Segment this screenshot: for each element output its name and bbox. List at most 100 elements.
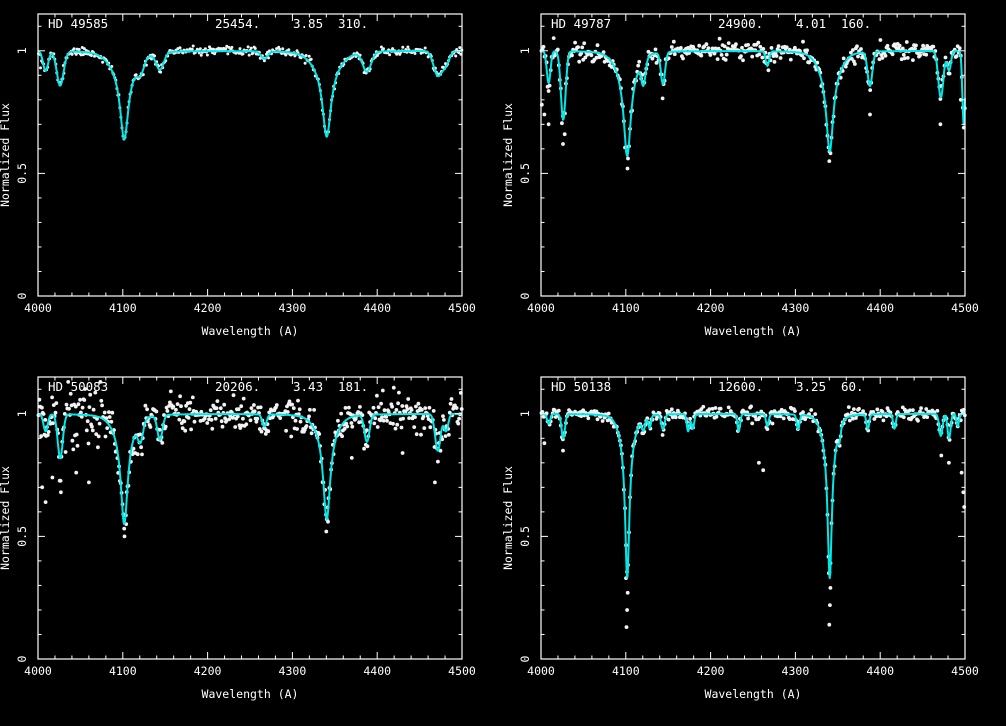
model-fit-line [540, 412, 966, 580]
y-tick-label: 0 [15, 292, 29, 299]
outlier-dot [947, 460, 951, 465]
outlier-dot [939, 453, 944, 458]
x-tick-label: 4500 [448, 301, 476, 315]
panel-cell-3: 4000 4100 4200 4300 4400 4500 0 0.5 1 Wavelength … [0, 363, 503, 726]
outlier-dot [59, 490, 63, 495]
x-tick-label: 4500 [951, 301, 979, 315]
y-axis-label: Normalized Flux [0, 466, 12, 570]
outlier-dot [542, 441, 547, 446]
model-fit-line [37, 412, 463, 525]
outlier-dot [961, 490, 966, 495]
vsini-value: 181. [338, 379, 368, 394]
y-tick-label: 0 [15, 655, 29, 662]
x-tick-label: 4300 [279, 301, 307, 315]
axis-ticks [540, 14, 966, 297]
x-tick-label: 4000 [527, 664, 555, 678]
outlier-dot [122, 534, 127, 539]
x-tick-label: 4000 [527, 301, 555, 315]
y-tick-label: 1 [15, 410, 29, 417]
model-fit-line [37, 49, 463, 140]
observed-dots [37, 44, 464, 141]
outlier-dot [43, 500, 48, 504]
y-tick-label: 1 [518, 47, 532, 54]
y-axis-label: Normalized Flux [503, 466, 515, 570]
outlier-dot [561, 448, 565, 453]
spectrum-panel-hd49585: 4000 4100 4200 4300 4400 4500 0 0.5 1 Wavelength … [0, 13, 476, 338]
outlier-dot [433, 480, 437, 485]
logg-value: 3.43 [293, 379, 323, 394]
axis-ticks [37, 377, 463, 660]
outlier-dot [326, 519, 330, 524]
outlier-dot [400, 451, 405, 455]
x-tick-label: 4200 [194, 664, 222, 678]
outlier-dot [561, 142, 565, 146]
outlier-dot [324, 529, 329, 534]
observed-dots [539, 404, 967, 629]
x-tick-label: 4400 [363, 301, 391, 315]
x-tick-label: 4500 [448, 664, 476, 678]
x-axis-label: Wavelength (A) [705, 324, 802, 338]
plot-frame [540, 13, 966, 297]
y-axis-label: Normalized Flux [503, 103, 515, 207]
y-tick-label: 0.5 [518, 163, 532, 184]
outlier-dot [39, 66, 42, 70]
y-tick-label: 0 [518, 655, 532, 662]
y-tick-label: 1 [518, 410, 532, 417]
plot-frame [37, 13, 463, 297]
x-tick-label: 4100 [612, 664, 640, 678]
y-tick-label: 0.5 [15, 163, 29, 184]
y-axis-label: Normalized Flux [0, 103, 12, 207]
outlier-dot [625, 608, 629, 612]
vsini-value: 160. [841, 16, 871, 31]
logg-value: 3.25 [796, 379, 826, 394]
outlier-dot [757, 460, 761, 465]
axis-ticks [540, 377, 966, 660]
x-tick-label: 4200 [194, 301, 222, 315]
x-tick-label: 4200 [697, 301, 725, 315]
outlier-dot [562, 132, 567, 137]
x-tick-label: 4200 [697, 664, 725, 678]
x-tick-label: 4000 [24, 301, 52, 315]
outlier-dot [827, 159, 832, 164]
teff-value: 12600. [718, 379, 763, 394]
outlier-dot [542, 112, 547, 117]
y-tick-label: 0.5 [15, 526, 29, 547]
panel-title: HD 50138 [551, 379, 611, 394]
spectrum-panel-hd49787: 4000 4100 4200 4300 4400 4500 0 0.5 1 Wavelength … [503, 13, 979, 338]
outlier-dot [624, 625, 629, 629]
plot-frame [37, 376, 463, 660]
vsini-value: 60. [841, 379, 864, 394]
outlier-dot [74, 470, 79, 475]
outlier-dot [827, 622, 832, 627]
spectrum-panel-hd50138: 4000 4100 4200 4300 4400 4500 0 0.5 1 Wavelength … [503, 376, 979, 701]
outlier-dot [349, 456, 354, 460]
panel-cell-2: 4000 4100 4200 4300 4400 4500 0 0.5 1 Wavelength … [503, 0, 1006, 363]
y-tick-label: 1 [15, 47, 29, 54]
x-tick-label: 4100 [109, 301, 137, 315]
outlier-dot [828, 586, 833, 590]
teff-value: 20206. [215, 379, 260, 394]
model-fit-line [540, 49, 966, 158]
logg-value: 4.01 [796, 16, 826, 31]
x-tick-label: 4000 [24, 664, 52, 678]
x-tick-label: 4100 [109, 664, 137, 678]
outlier-dot [828, 603, 832, 607]
axis-ticks [37, 14, 463, 297]
x-tick-label: 4500 [951, 664, 979, 678]
outlier-dot [625, 590, 630, 595]
panel-cell-1: 4000 4100 4200 4300 4400 4500 0 0.5 1 Wavelength … [0, 0, 503, 363]
teff-value: 25454. [215, 16, 260, 31]
x-tick-label: 4100 [612, 301, 640, 315]
x-tick-label: 4300 [782, 301, 810, 315]
outlier-dot [546, 122, 551, 127]
y-tick-label: 0 [518, 292, 532, 299]
outlier-dot [938, 122, 943, 127]
vsini-value: 310. [338, 16, 368, 31]
outlier-dot [50, 475, 55, 480]
outlier-dot [87, 480, 91, 485]
spectrum-panel-hd50083: 4000 4100 4200 4300 4400 4500 0 0.5 1 Wavelength … [0, 376, 476, 701]
x-tick-label: 4400 [866, 664, 894, 678]
logg-value: 3.85 [293, 16, 323, 31]
y-tick-label: 0.5 [518, 526, 532, 547]
